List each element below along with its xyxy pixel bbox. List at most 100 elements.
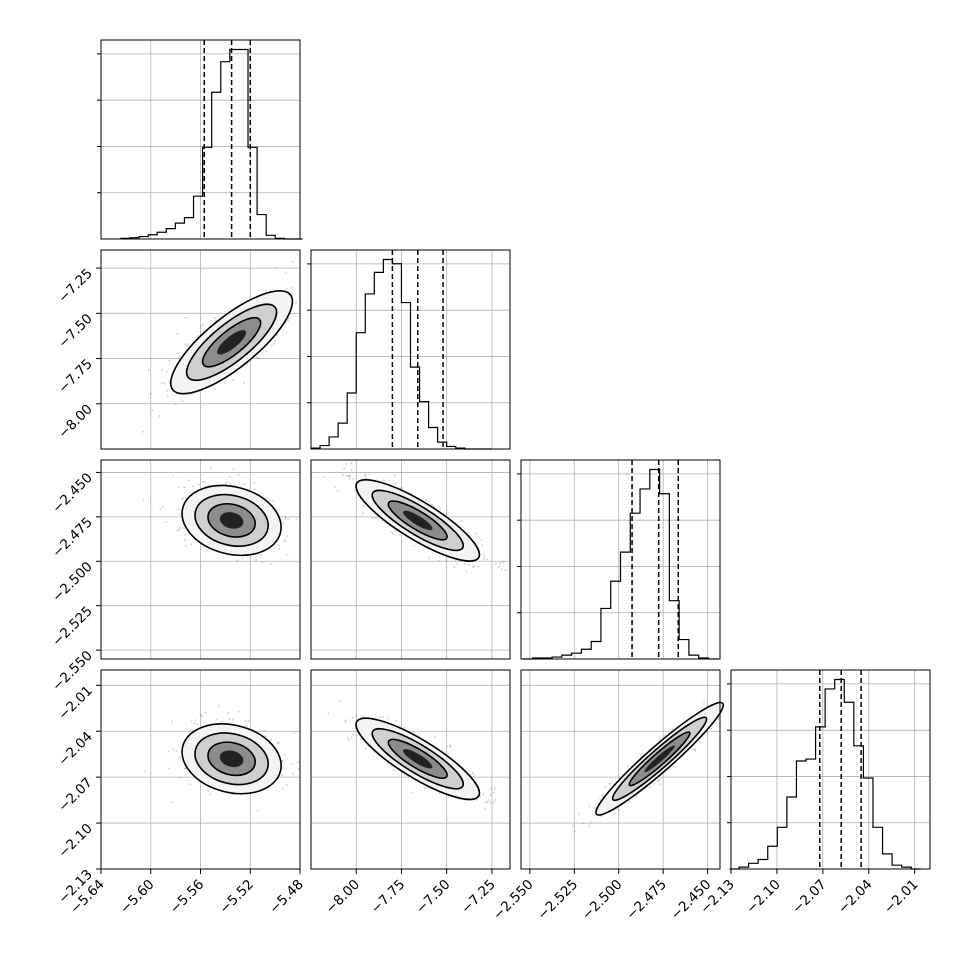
hist-panel-0 [97,39,303,240]
sample-point [281,787,285,790]
sample-point [259,553,262,556]
sample-point [168,359,171,362]
sample-point [482,553,485,556]
sample-point [352,477,355,481]
y-tick-label: −8.00 [55,401,96,442]
sample-point [196,723,199,726]
density-level [644,745,675,773]
sample-point [334,485,337,488]
sample-point [345,474,348,477]
sample-point [166,370,169,373]
axes-frame [310,459,511,660]
sample-point [243,483,246,486]
sample-point [149,392,152,395]
sample-point [291,772,294,776]
sample-point [492,791,495,794]
sample-point [497,565,500,569]
sample-point [590,820,593,824]
x-tick-label: −2.475 [623,877,670,924]
sample-point [163,382,166,385]
sample-point [189,783,192,786]
sample-point [427,500,430,503]
sample-point [272,499,275,502]
sample-point [284,517,287,520]
sample-point [573,830,577,833]
sample-point [244,719,247,722]
x-tick-label: −5.60 [117,877,158,918]
sample-point [346,737,349,740]
sample-point [233,483,236,487]
sample-point [194,719,197,722]
x-tick-label: −5.56 [167,877,208,918]
sample-point [410,791,413,794]
sample-point [364,474,367,477]
sample-point [671,728,674,731]
sample-point [197,483,200,486]
sample-point [494,562,497,565]
sample-point [285,535,288,538]
sample-point [498,562,501,565]
sample-point [231,378,234,381]
x-tick-label: −7.75 [368,877,409,918]
hist-panel-2 [517,459,721,660]
sample-point [349,462,353,465]
sample-point [398,533,401,536]
sample-point [475,532,478,535]
sample-point [483,555,486,559]
density-level [219,750,244,768]
sample-point [485,801,489,804]
contour-line [595,701,725,816]
y-tick-label: −2.07 [55,775,96,816]
sample-point [489,793,492,796]
sample-point [208,793,212,796]
sample-point [347,738,351,742]
sample-point [345,463,348,466]
axes-frame [100,249,301,450]
sample-point [199,713,202,717]
sample-point [295,301,298,304]
sample-point [207,789,210,792]
sample-point [184,767,187,770]
x-tick-label: −2.04 [835,877,876,918]
sample-point [471,772,474,775]
sample-point [178,355,181,358]
sample-point [245,724,248,727]
sample-point [504,568,507,572]
sample-point [187,479,190,482]
sample-point [151,408,154,412]
sample-point [274,266,277,269]
sample-point [290,763,293,766]
sample-point [364,473,367,476]
y-tick-label: −2.500 [49,559,96,606]
sample-point [445,559,448,562]
sample-point [456,562,459,566]
sample-point [178,513,181,516]
sample-point [494,787,497,790]
sample-point [449,744,452,747]
sample-point [190,543,193,546]
sample-point [223,381,226,384]
sample-point [261,561,264,564]
sample-point [437,559,440,562]
sample-point [184,533,187,536]
sample-point [269,562,272,566]
sample-point [470,773,473,776]
sample-point [224,482,227,486]
contour-line [355,717,481,801]
sample-point [273,340,276,343]
sample-point [351,716,354,719]
sample-point [178,756,181,759]
sample-point [178,526,181,530]
sample-point [270,344,273,347]
sample-point [182,497,185,500]
sample-point [184,316,187,319]
sample-point [159,507,162,510]
sample-point [691,747,694,751]
sample-point [400,487,403,490]
y-tick-label: −7.50 [55,311,96,352]
sample-point [245,363,249,366]
sample-point [427,557,431,560]
sample-point [260,556,263,559]
sample-point [190,720,193,723]
sample-point [192,485,195,488]
